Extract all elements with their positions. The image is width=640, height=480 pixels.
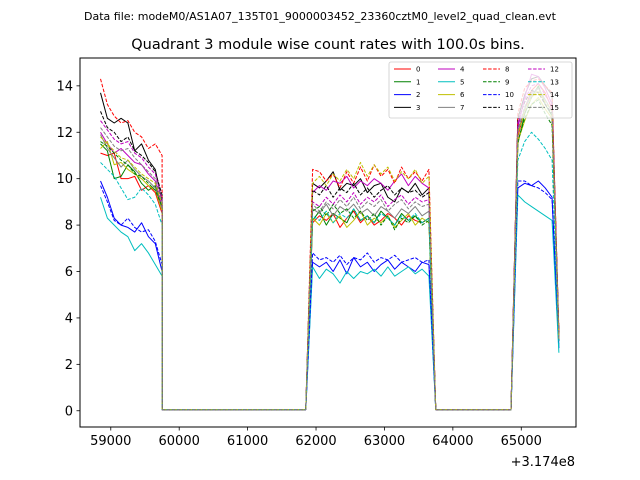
y-tick-label: 14 [56, 79, 73, 94]
legend-label-5: 5 [460, 78, 464, 86]
legend-label-6: 6 [460, 91, 465, 99]
y-tick-label: 2 [65, 358, 73, 373]
series-line-0 [100, 83, 560, 411]
series-line-14 [100, 89, 560, 411]
series-line-9 [100, 99, 560, 411]
legend-label-9: 9 [505, 78, 509, 86]
data-file-suptitle: Data file: modeM0/AS1A07_135T01_90000034… [84, 10, 557, 23]
series-line-3 [100, 76, 560, 411]
series-line-2 [100, 180, 560, 411]
series-line-11 [100, 89, 560, 411]
y-tick-label: 6 [65, 265, 73, 280]
y-tick-label: 0 [65, 404, 73, 419]
legend-label-13: 13 [550, 78, 559, 86]
x-tick-label: 61000 [227, 434, 268, 449]
series-layer [100, 73, 560, 411]
x-tick-label: 62000 [295, 434, 336, 449]
x-tick-label: 64000 [432, 434, 473, 449]
chart-title: Quadrant 3 module wise count rates with … [131, 37, 525, 53]
x-tick-label: 59000 [90, 434, 131, 449]
series-line-4 [100, 73, 560, 411]
legend-label-14: 14 [550, 91, 559, 99]
y-tick-label: 12 [56, 126, 73, 141]
legend-label-8: 8 [505, 66, 509, 74]
plot-frame [79, 57, 577, 428]
legend-label-4: 4 [460, 66, 465, 74]
y-tick-label: 4 [65, 311, 73, 326]
series-line-8 [100, 78, 560, 411]
x-tick-label: 60000 [159, 434, 200, 449]
series-line-1 [100, 85, 560, 411]
series-line-7 [100, 87, 560, 411]
legend-label-15: 15 [550, 104, 559, 112]
y-tick-label: 8 [65, 219, 73, 234]
x-offset-label: +3.174e8 [511, 455, 575, 470]
x-tick-label: 65000 [501, 434, 542, 449]
series-line-6 [100, 96, 560, 411]
legend-label-7: 7 [460, 104, 464, 112]
y-tick-label: 10 [56, 172, 73, 187]
series-line-15 [100, 87, 560, 411]
legend-label-12: 12 [550, 66, 559, 74]
y-axis: 0 2 4 6 8 10 12 14 [56, 79, 80, 419]
series-line-12 [100, 83, 560, 411]
x-tick-label: 63000 [364, 434, 405, 449]
legend-label-10: 10 [505, 91, 514, 99]
series-line-5 [100, 194, 560, 411]
legend-frame [388, 61, 573, 119]
legend-label-3: 3 [416, 104, 420, 112]
series-line-10 [100, 180, 560, 411]
legend-label-2: 2 [416, 91, 420, 99]
legend-label-0: 0 [416, 66, 420, 74]
legend-label-11: 11 [505, 104, 514, 112]
legend-label-1: 1 [416, 78, 420, 86]
x-axis: 59000 60000 61000 62000 63000 64000 65000 [90, 427, 542, 449]
